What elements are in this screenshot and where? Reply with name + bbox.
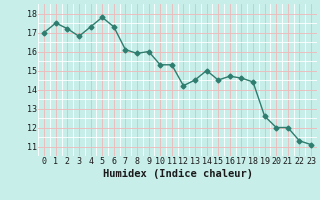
X-axis label: Humidex (Indice chaleur): Humidex (Indice chaleur) bbox=[103, 169, 252, 179]
